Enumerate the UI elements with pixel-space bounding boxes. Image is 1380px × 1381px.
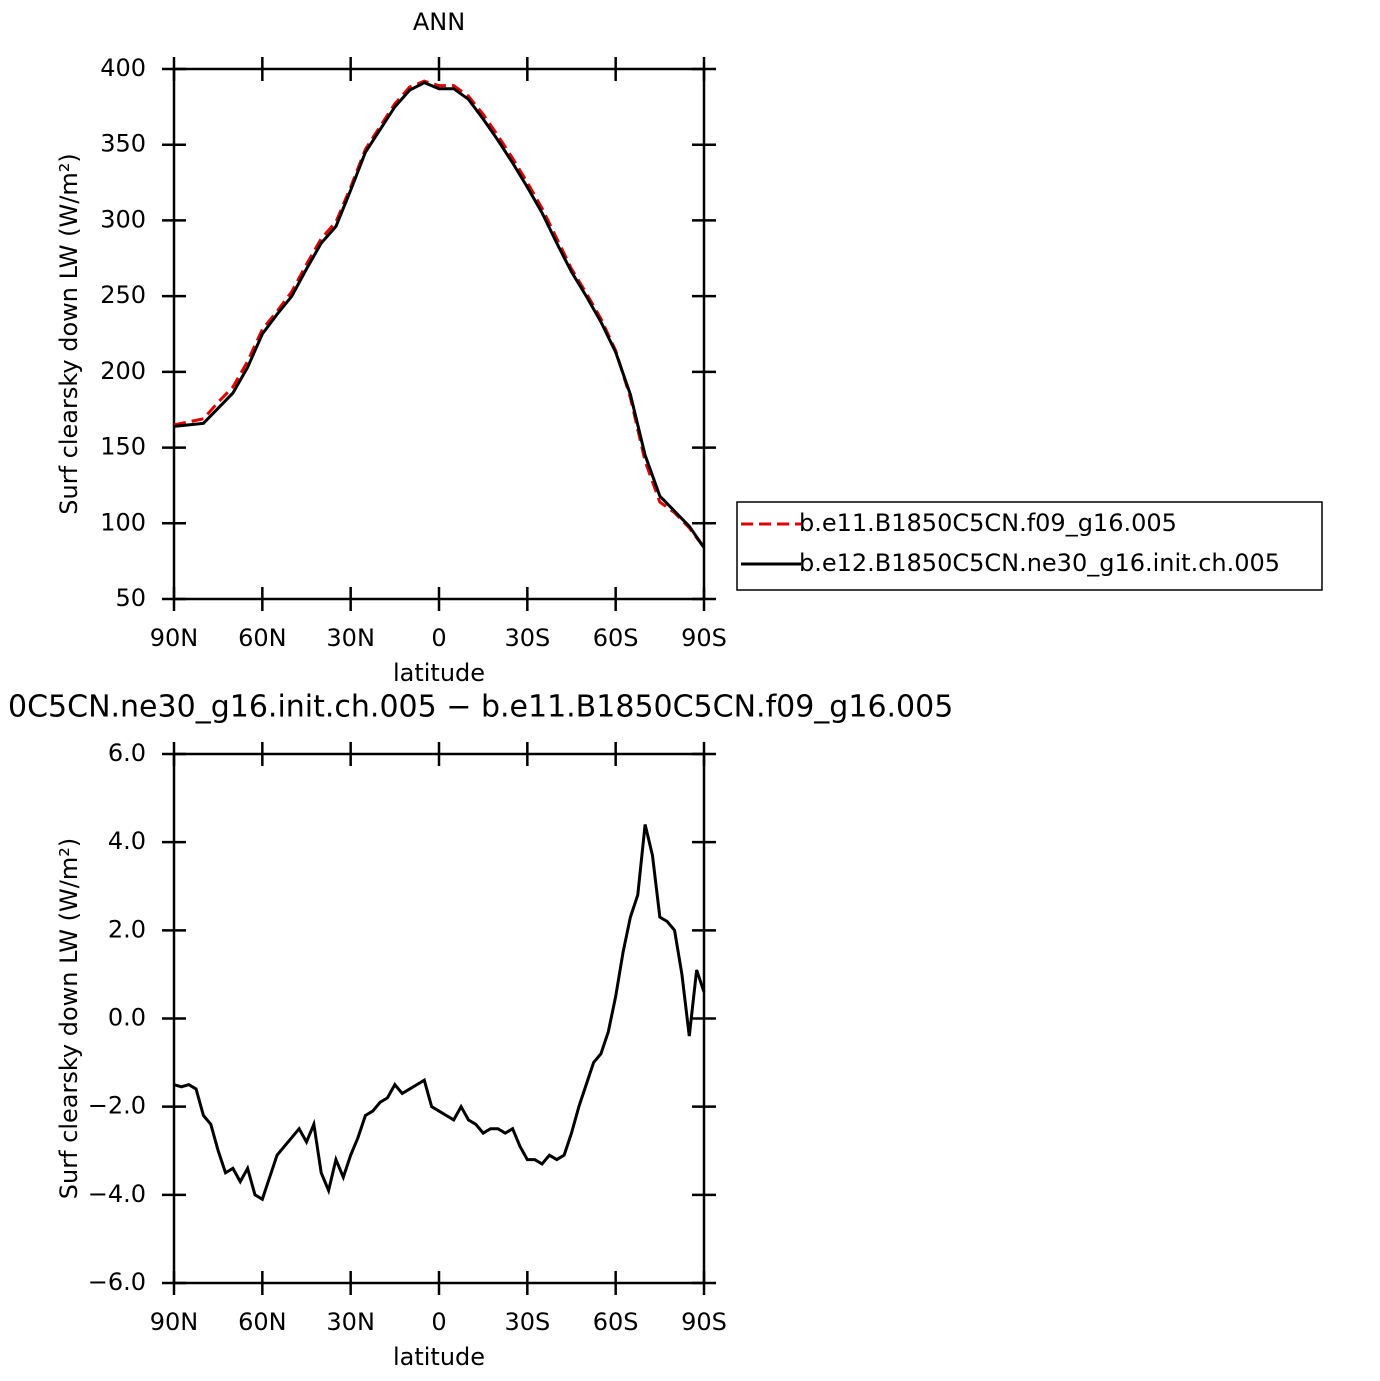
y-tick-label: −2.0 [88,1092,146,1120]
x-tick-label: 60N [238,624,287,652]
x-tick-label: 30S [504,624,550,652]
y-tick-label: 50 [115,584,146,612]
plot-frame [172,67,706,601]
y-tick-label: 300 [100,205,146,233]
x-tick-label: 90S [681,624,727,652]
x-tick-label: 90N [150,1308,199,1336]
x-tick-label: 60S [593,1308,639,1336]
x-tick-label: 30S [504,1308,550,1336]
data-line [173,824,706,1202]
y-tick-label: 0.0 [108,1004,146,1032]
y-tick-label: 100 [100,508,146,536]
x-axis-label: latitude [393,659,485,687]
legend-box [736,501,1323,591]
x-tick-label: 90N [150,624,199,652]
x-tick-label: 0 [431,1308,446,1336]
y-tick-label: 6.0 [108,739,146,767]
y-axis-label: Surf clearsky down LW (W/m²) [55,153,83,514]
y-tick-label: 4.0 [108,827,146,855]
x-tick-label: 90S [681,1308,727,1336]
chart-title: 0C5CN.ne30_g16.init.ch.005 − b.e11.B1850… [8,690,953,725]
y-tick-label: −4.0 [88,1180,146,1208]
x-tick-label: 0 [431,624,446,652]
plot-frame [172,752,706,1285]
data-line [173,80,706,549]
y-tick-label: 350 [100,130,146,158]
x-axis-label: latitude [393,1343,485,1371]
data-line [173,79,706,549]
legend-label: b.e11.B1850C5CN.f09_g16.005 [799,509,1177,537]
x-tick-label: 30N [326,1308,375,1336]
y-axis-label: Surf clearsky down LW (W/m²) [55,838,83,1199]
x-tick-label: 60S [593,624,639,652]
legend-label: b.e12.B1850C5CN.ne30_g16.init.ch.005 [799,549,1280,577]
chart-title: ANN [413,8,465,36]
x-tick-label: 60N [238,1308,287,1336]
y-tick-label: 200 [100,357,146,385]
y-tick-label: 400 [100,54,146,82]
y-tick-label: 2.0 [108,915,146,943]
x-tick-label: 30N [326,624,375,652]
y-tick-label: −6.0 [88,1268,146,1296]
y-tick-label: 250 [100,281,146,309]
y-tick-label: 150 [100,433,146,461]
